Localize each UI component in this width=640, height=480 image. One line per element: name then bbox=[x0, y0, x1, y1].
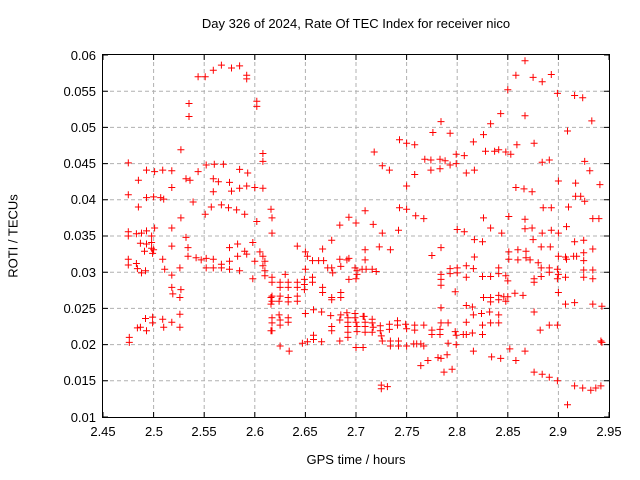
x-axis-label: GPS time / hours bbox=[306, 452, 406, 467]
y-tick-label: 0.055 bbox=[63, 84, 96, 99]
y-tick-label: 0.035 bbox=[63, 228, 96, 243]
y-tick-label: 0.05 bbox=[70, 120, 96, 135]
data-points bbox=[124, 57, 606, 409]
y-tick-label: 0.02 bbox=[70, 337, 96, 352]
y-tick-label: 0.025 bbox=[63, 301, 96, 316]
x-tick-label: 2.8 bbox=[447, 424, 467, 439]
chart-title: Day 326 of 2024, Rate Of TEC Index for r… bbox=[201, 16, 511, 31]
y-tick-label: 0.045 bbox=[63, 156, 96, 171]
tick-marks bbox=[103, 55, 609, 417]
scatter-canvas bbox=[103, 55, 609, 417]
grid-lines bbox=[103, 55, 609, 417]
x-tick-label: 2.45 bbox=[90, 424, 116, 439]
x-tick-label: 2.7 bbox=[346, 424, 366, 439]
y-tick-label: 0.04 bbox=[70, 192, 96, 207]
x-tick-label: 2.95 bbox=[596, 424, 622, 439]
y-tick-label: 0.015 bbox=[63, 373, 96, 388]
x-tick-label: 2.85 bbox=[495, 424, 521, 439]
y-tick-label: 0.01 bbox=[70, 410, 96, 425]
y-tick-label: 0.06 bbox=[70, 48, 96, 63]
x-tick-label: 2.55 bbox=[191, 424, 217, 439]
x-tick-label: 2.6 bbox=[245, 424, 265, 439]
x-tick-label: 2.9 bbox=[548, 424, 568, 439]
x-tick-label: 2.5 bbox=[144, 424, 164, 439]
x-tick-label: 2.65 bbox=[292, 424, 318, 439]
x-tick-label: 2.75 bbox=[394, 424, 420, 439]
plot-area bbox=[102, 54, 610, 418]
y-tick-label: 0.03 bbox=[70, 265, 96, 280]
